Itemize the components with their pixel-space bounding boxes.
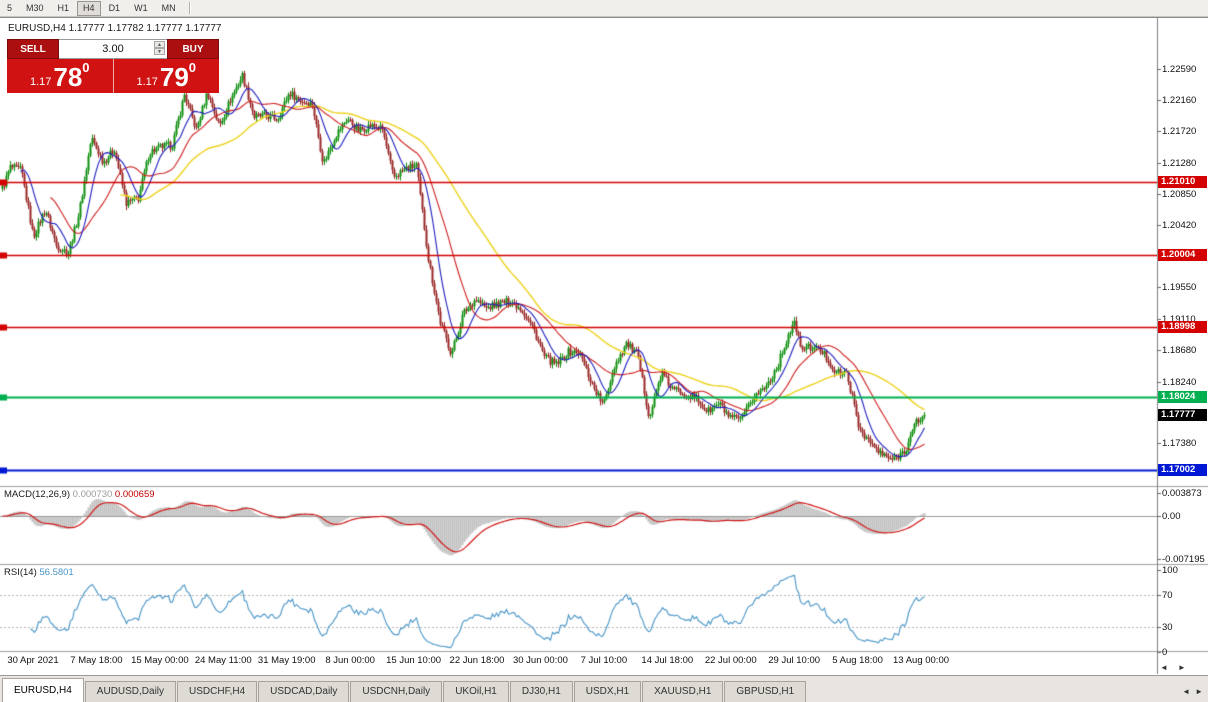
time-axis-label: 5 Aug 18:00 bbox=[832, 655, 883, 666]
chart-tabbar: EURUSD,H4 AUDUSD,Daily USDCHF,H4 USDCAD,Dai… bbox=[0, 675, 1208, 702]
toolbar-separator bbox=[188, 2, 191, 14]
rsi-name: RSI(14) bbox=[4, 567, 37, 578]
buy-button[interactable]: BUY bbox=[167, 39, 219, 59]
tab-scroll-arrows[interactable]: ◄ ► bbox=[1177, 687, 1203, 696]
time-axis-label: 24 May 11:00 bbox=[194, 655, 252, 666]
sell-price-box[interactable]: 1.17 78 0 bbox=[7, 59, 114, 93]
timeframe-button-w1[interactable]: W1 bbox=[134, 2, 148, 13]
tab-usdcad-daily[interactable]: USDCAD,Daily bbox=[258, 681, 350, 702]
price-axis-label: 1.17380 bbox=[1162, 438, 1197, 450]
tab-gbpusd-h1[interactable]: GBPUSD,H1 bbox=[724, 681, 807, 702]
one-click-trade-panel: SELL 3.00 ▲ ▼ BUY 1.17 78 0 1.17 bbox=[7, 39, 219, 93]
trade-panel-controls: SELL 3.00 ▲ ▼ BUY bbox=[7, 39, 219, 59]
macd-axis-label: -0.007195 bbox=[1162, 553, 1205, 565]
volume-spinner[interactable]: ▲ ▼ bbox=[154, 41, 165, 55]
volume-down-icon[interactable]: ▼ bbox=[154, 48, 165, 55]
price-axis-label: 1.21720 bbox=[1162, 126, 1197, 138]
timeframe-button-d1[interactable]: D1 bbox=[108, 2, 121, 13]
hline-price-tag[interactable]: 1.17002 bbox=[1158, 464, 1207, 477]
rsi-value: 56.5801 bbox=[39, 567, 74, 578]
time-axis-label: 22 Jun 18:00 bbox=[449, 655, 505, 666]
timeframe-button-h4[interactable]: H4 bbox=[77, 0, 101, 16]
timeframe-button-m30[interactable]: M30 bbox=[26, 2, 44, 13]
rsi-axis-label: 70 bbox=[1162, 589, 1173, 601]
tab-scroll-left-icon[interactable]: ◄ bbox=[1182, 687, 1191, 696]
price-axis-label: 1.18680 bbox=[1162, 344, 1197, 356]
time-axis-label: 7 Jul 10:00 bbox=[580, 655, 628, 666]
tab-usdchf-h4[interactable]: USDCHF,H4 bbox=[177, 681, 258, 702]
timeframe-button-h1[interactable]: H1 bbox=[57, 2, 70, 13]
buy-price-small: 1.17 bbox=[136, 76, 158, 88]
time-axis-label: 29 Jul 10:00 bbox=[768, 655, 821, 666]
rsi-label: RSI(14) 56.5801 bbox=[4, 567, 74, 578]
chart-canvas[interactable] bbox=[0, 18, 1208, 674]
hline-price-tag[interactable]: 1.21010 bbox=[1158, 176, 1207, 189]
sell-button[interactable]: SELL bbox=[7, 39, 59, 59]
time-axis-label: 15 Jun 10:00 bbox=[386, 655, 442, 666]
macd-name: MACD(12,26,9) bbox=[4, 489, 70, 500]
rsi-axis-label: 100 bbox=[1162, 565, 1178, 576]
tab-usdx-h1[interactable]: USDX,H1 bbox=[573, 681, 642, 702]
current-price-tag: 1.17777 bbox=[1158, 408, 1207, 421]
price-axis-label: 1.20420 bbox=[1162, 219, 1197, 231]
time-axis-label: 31 May 19:00 bbox=[257, 655, 316, 666]
tab-scroll-right-icon[interactable]: ► bbox=[1195, 687, 1203, 696]
time-axis-label: 7 May 18:00 bbox=[70, 655, 123, 666]
time-axis-label: 30 Apr 2021 bbox=[7, 655, 59, 666]
scroll-right-icon[interactable]: ► bbox=[1177, 663, 1186, 672]
time-axis-label: 13 Aug 00:00 bbox=[893, 655, 950, 666]
macd-signal-value: 0.000659 bbox=[114, 489, 155, 500]
tab-eurusd-h4[interactable]: EURUSD,H4 bbox=[2, 678, 84, 702]
buy-price-sup: 0 bbox=[188, 60, 197, 75]
rsi-axis-label: 30 bbox=[1162, 622, 1173, 634]
volume-up-icon[interactable]: ▲ bbox=[154, 41, 165, 48]
sell-price-sup: 0 bbox=[82, 60, 90, 75]
timeline-scroll-arrows[interactable]: ◄ ► bbox=[1160, 663, 1196, 672]
time-axis-label: 22 Jul 00:00 bbox=[704, 655, 757, 666]
tab-audusd-daily[interactable]: AUDUSD,Daily bbox=[84, 681, 177, 702]
price-axis-label: 1.20850 bbox=[1162, 188, 1197, 200]
time-axis-label: 14 Jul 18:00 bbox=[641, 655, 694, 666]
chart-title: EURUSD,H4 1.17777 1.17782 1.17777 1.1777… bbox=[8, 23, 222, 34]
time-axis-label: 8 Jun 00:00 bbox=[325, 655, 375, 666]
trade-panel-prices: 1.17 78 0 1.17 79 0 bbox=[7, 59, 219, 93]
price-axis-label: 1.22160 bbox=[1162, 94, 1197, 106]
price-axis-label: 1.19110 bbox=[1162, 313, 1196, 325]
buy-price-box[interactable]: 1.17 79 0 bbox=[114, 59, 220, 93]
price-axis-label: 1.22590 bbox=[1162, 63, 1197, 75]
macd-axis-label: 0.00 bbox=[1162, 511, 1181, 522]
price-axis-label: 1.21280 bbox=[1162, 158, 1197, 169]
tab-usdcnh-daily[interactable]: USDCNH,Daily bbox=[350, 681, 443, 702]
macd-axis-label: 0.003873 bbox=[1162, 487, 1202, 499]
tab-dj30-h1[interactable]: DJ30,H1 bbox=[509, 681, 573, 702]
price-axis-label: 1.19550 bbox=[1162, 282, 1197, 294]
tab-xauusd-h1[interactable]: XAUUSD,H1 bbox=[642, 681, 724, 702]
scroll-left-icon[interactable]: ◄ bbox=[1160, 663, 1168, 672]
rsi-axis-label: 0 bbox=[1162, 647, 1168, 658]
macd-main-value: 0.000730 bbox=[72, 489, 113, 500]
volume-value[interactable]: 3.00 bbox=[102, 43, 124, 55]
sell-price-big: 78 bbox=[53, 62, 83, 92]
timeframe-button-mn[interactable]: MN bbox=[161, 2, 176, 13]
buy-price-big: 79 bbox=[159, 62, 189, 92]
time-axis-label: 30 Jun 00:00 bbox=[512, 655, 568, 666]
hline-price-tag[interactable]: 1.18024 bbox=[1158, 391, 1207, 404]
timeframe-toolbar: 5 M30 H1 H4 D1 W1 MN bbox=[0, 0, 1208, 17]
tab-ukoil-h1[interactable]: UKOil,H1 bbox=[443, 681, 509, 702]
sell-price-small: 1.17 bbox=[29, 76, 52, 88]
volume-field[interactable]: 3.00 ▲ ▼ bbox=[59, 39, 167, 59]
chart-window: EURUSD,H4 1.17777 1.17782 1.17777 1.1777… bbox=[0, 17, 1208, 675]
macd-label: MACD(12,26,9) 0.000730 0.000659 bbox=[4, 489, 155, 500]
timeframe-button-5[interactable]: 5 bbox=[7, 2, 13, 13]
hline-price-tag[interactable]: 1.18998 bbox=[1158, 321, 1207, 334]
price-axis-label: 1.18240 bbox=[1162, 376, 1197, 388]
hline-price-tag[interactable]: 1.20004 bbox=[1158, 248, 1207, 261]
time-axis-label: 15 May 00:00 bbox=[131, 655, 189, 666]
